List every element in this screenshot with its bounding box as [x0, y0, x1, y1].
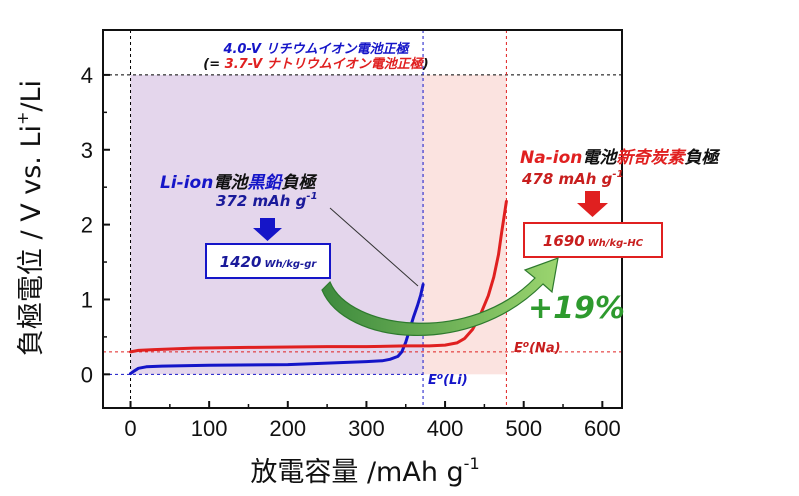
series-group	[129, 199, 508, 376]
x-tick-label: 0	[124, 416, 136, 441]
li-ion-title: Li-ion電池黒鉛負極	[160, 173, 318, 193]
y-tick-label: 0	[81, 362, 93, 387]
y-axis-title: 負極電位 / V vs. Li+/Li	[13, 80, 47, 356]
series-line-1	[129, 283, 425, 376]
li-ion-capacity: 372 mAh g-1	[216, 191, 318, 210]
x-tick-label: 400	[427, 416, 464, 441]
x-tick-label: 100	[191, 416, 228, 441]
x-axis-title: 放電容量 /mAh g-1	[250, 454, 479, 488]
na-energy-box	[523, 222, 663, 258]
x-tick-label: 200	[269, 416, 306, 441]
eo-na-label: Eo(Na)	[514, 340, 561, 356]
capacity-regions	[130, 74, 507, 375]
eo-li-label: Eo(Li)	[428, 372, 468, 388]
annotation-li-cathode: 4.0-V リチウムイオン電池正極	[222, 41, 410, 57]
na-ion-title: Na-ion電池新奇炭素負極	[520, 148, 721, 168]
li-down-arrow-icon	[253, 218, 282, 241]
x-tick-label: 300	[348, 416, 385, 441]
na-energy-label: 1690 Wh/kg-HC	[543, 232, 644, 250]
x-ticks: 0 100 200 300 400 500 600	[124, 401, 621, 441]
y-ticks: 0 1 2 3 4	[81, 63, 110, 387]
gain-label: +19%	[528, 291, 625, 326]
reference-lines	[103, 30, 622, 408]
li-energy-box	[205, 243, 331, 279]
y-tick-label: 1	[81, 287, 93, 312]
na-down-arrow-icon	[577, 191, 608, 217]
li-leader-line	[329, 207, 419, 287]
x-tick-label: 500	[505, 416, 542, 441]
annotation-na-cathode: (= 3.7-V ナトリウムイオン電池正極)	[203, 56, 428, 72]
y-tick-label: 2	[81, 213, 93, 238]
series-line-2	[129, 199, 508, 354]
li-energy-label: 1420 Wh/kg-gr	[220, 253, 318, 271]
plot-frame	[102, 29, 623, 409]
y-tick-label: 4	[81, 63, 93, 88]
gain-arrow-icon	[321, 257, 559, 336]
y-tick-label: 3	[81, 138, 93, 163]
x-tick-label: 600	[584, 416, 621, 441]
na-ion-capacity: 478 mAh g-1	[521, 169, 624, 188]
